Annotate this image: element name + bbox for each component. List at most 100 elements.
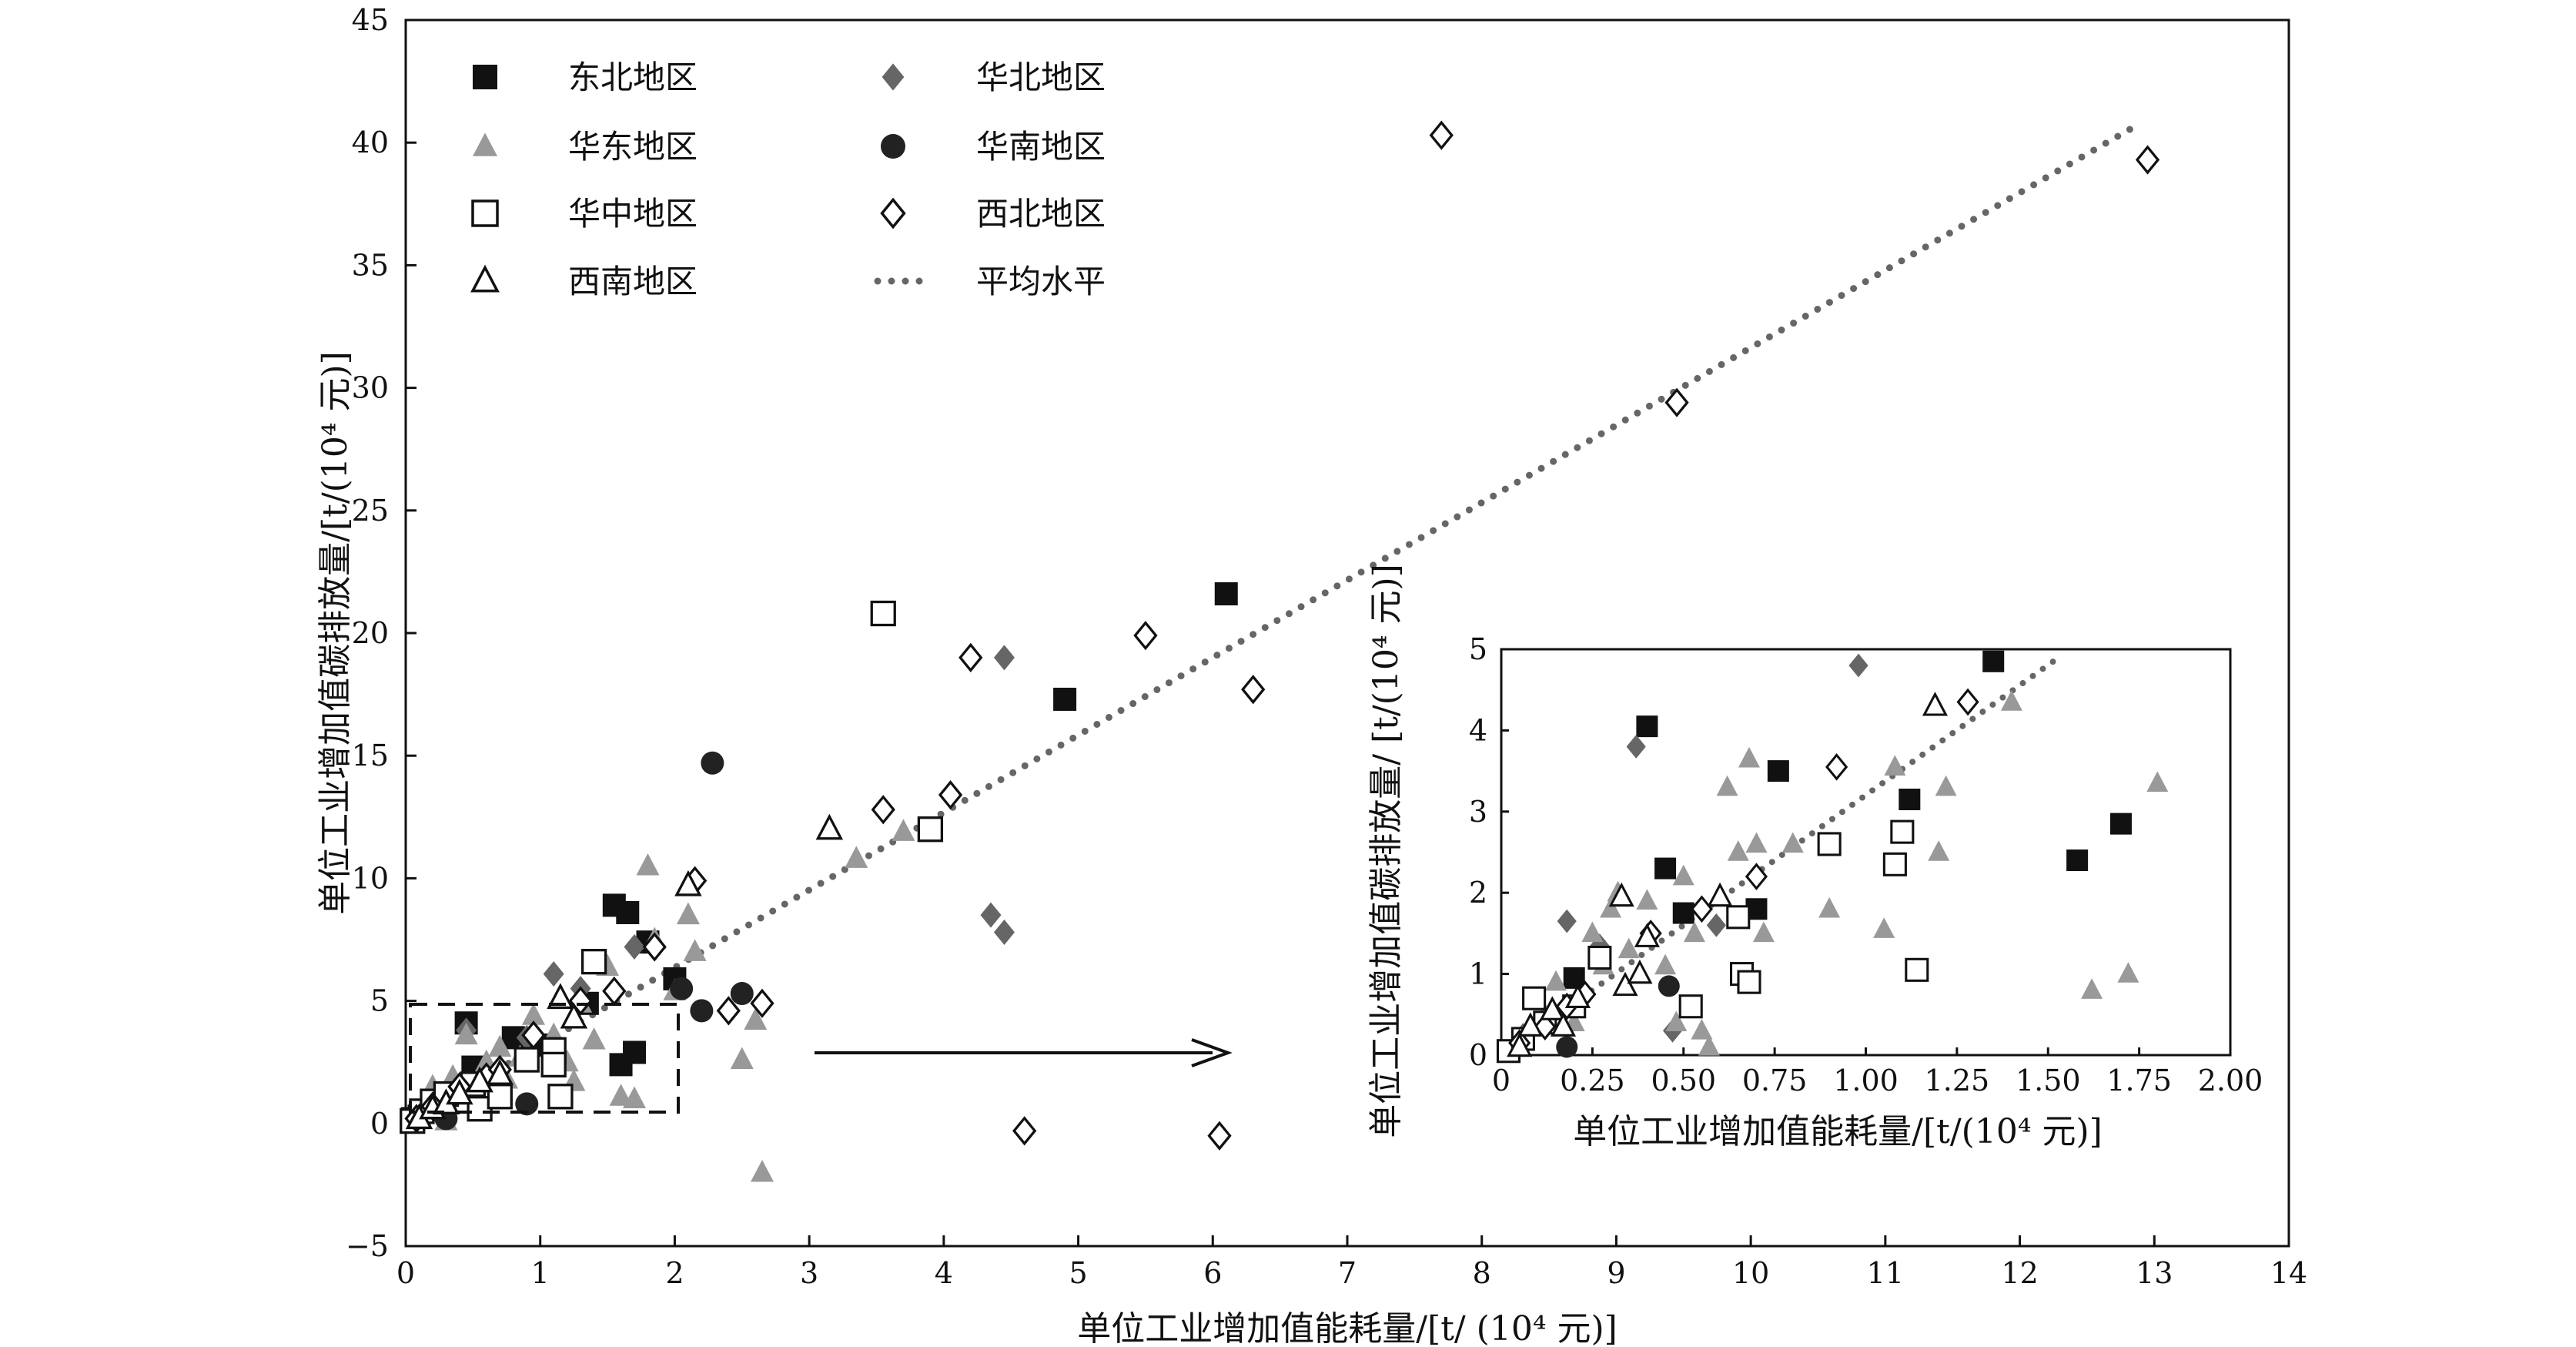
series-southwest (405, 813, 844, 1130)
legend-label-north: 华北地区 (976, 59, 1106, 96)
data-point-northeast (1767, 760, 1789, 782)
data-point-central (1587, 945, 1612, 970)
inset-data-points (1496, 650, 2169, 1064)
data-point-southwest (1564, 983, 1591, 1008)
x-tick-label: 3 (800, 1256, 818, 1290)
inset-plot-frame (1500, 648, 2232, 1057)
data-point-south (1556, 1036, 1578, 1058)
data-point-east (1672, 864, 1694, 886)
inset-x-axis-title: 单位工业增加值能耗量/[t/(10⁴ 元)] (1573, 1112, 2103, 1151)
data-point-northeast (1654, 857, 1677, 880)
x-tick-label: 0.75 (1742, 1064, 1808, 1097)
data-point-central (487, 1084, 513, 1110)
data-point-east (1745, 832, 1768, 853)
y-tick-label: 1 (1469, 957, 1487, 991)
series-east (407, 819, 915, 1182)
y-tick-label: 10 (352, 861, 389, 895)
y-tick-label: 20 (352, 616, 389, 650)
data-point-southwest (1539, 996, 1565, 1020)
y-tick-label: 4 (1469, 713, 1487, 747)
data-point-central (514, 1047, 540, 1073)
data-point-southwest (1608, 882, 1634, 907)
legend-label-central: 华中地区 (568, 195, 698, 233)
x-tick-label: 12 (2001, 1256, 2038, 1290)
data-point-northeast (1214, 582, 1238, 606)
data-point-northwest (1825, 752, 1848, 781)
series-southwest (1507, 692, 1949, 1057)
series-south (1556, 975, 1680, 1058)
x-tick-label: 7 (1338, 1256, 1357, 1290)
data-point-north (980, 902, 1002, 928)
data-point-northwest (642, 932, 667, 962)
main-x-axis-title: 单位工业增加值能耗量/[t/ (10⁴ 元)] (1077, 1309, 1618, 1347)
y-tick-label: 0 (1469, 1038, 1487, 1072)
data-point-south (670, 977, 694, 1000)
data-point-northwest (1133, 621, 1158, 651)
x-tick-label: 1.50 (2016, 1064, 2081, 1097)
legend-swatch-north (882, 63, 905, 91)
x-tick-label: 13 (2136, 1256, 2173, 1290)
data-point-east (1581, 921, 1604, 943)
data-point-central (1882, 852, 1907, 876)
x-tick-label: 14 (2270, 1256, 2307, 1290)
data-point-east (730, 1047, 754, 1070)
data-point-north (1706, 913, 1726, 937)
data-point-east (744, 1007, 768, 1030)
data-point-southwest (1627, 959, 1653, 984)
data-point-southwest (446, 1078, 473, 1105)
zoom-region-box (409, 1003, 680, 1114)
legend-item-northeast: 东北地区 (473, 59, 698, 96)
x-tick-label: 0 (396, 1256, 415, 1290)
data-point-north (993, 645, 1015, 671)
legend-label-south: 华南地区 (976, 128, 1106, 166)
x-tick-label: 6 (1203, 1256, 1222, 1290)
x-tick-label: 1.00 (1833, 1064, 1899, 1097)
data-point-northeast (1053, 687, 1077, 711)
legend-label-northeast: 东北地区 (568, 59, 698, 96)
inset-trend-line (1498, 654, 2062, 1058)
data-point-southwest (547, 983, 574, 1010)
y-tick-label: 3 (1469, 795, 1487, 829)
data-point-southwest (486, 1059, 514, 1085)
data-point-southwest (815, 813, 844, 840)
y-tick-label: 25 (352, 494, 389, 528)
data-point-east (1600, 896, 1622, 918)
data-point-east (1738, 746, 1760, 768)
legend-swatch-southwest (470, 264, 500, 293)
data-point-central (1905, 957, 1929, 982)
data-point-northwest (871, 795, 895, 825)
data-point-northwest (2135, 145, 2160, 175)
data-point-east (1618, 937, 1640, 959)
inset-chart: 0 0.25 0.50 0.75 1.00 1.25 1.50 1.75 2.00012345 … (1367, 564, 2263, 1151)
x-tick-label: 8 (1473, 1256, 1491, 1290)
data-point-south (515, 1092, 539, 1116)
legend-item-north: 华北地区 (882, 59, 1106, 96)
data-point-southwest (466, 1066, 493, 1093)
legend-swatch-east (473, 132, 497, 156)
data-point-northwest (1207, 1121, 1232, 1151)
y-tick-label: 45 (352, 3, 389, 37)
data-point-east (488, 1034, 512, 1057)
average-trend-line (1498, 654, 2062, 1058)
data-point-central (1817, 832, 1842, 856)
legend-label-southwest: 西南地区 (568, 263, 698, 300)
data-point-southwest (1507, 1032, 1533, 1057)
data-point-central (917, 816, 944, 843)
data-point-east (1636, 889, 1658, 910)
data-point-central (580, 949, 607, 975)
data-point-east (454, 1022, 478, 1045)
data-point-southwest (674, 870, 702, 896)
data-point-southwest (1707, 882, 1733, 907)
data-point-east (2146, 771, 2169, 792)
data-point-north (993, 919, 1015, 945)
data-point-east (1752, 921, 1775, 943)
y-tick-label: −5 (346, 1229, 389, 1263)
x-tick-label: 9 (1607, 1256, 1625, 1290)
data-point-southwest (1612, 971, 1638, 997)
data-point-east (1665, 1010, 1688, 1032)
data-point-east (1727, 840, 1749, 861)
data-point-northwest (1241, 675, 1266, 705)
main-y-axis-title: 单位工业增加值碳排放量/[t/(10⁴ 元)] (316, 351, 355, 915)
